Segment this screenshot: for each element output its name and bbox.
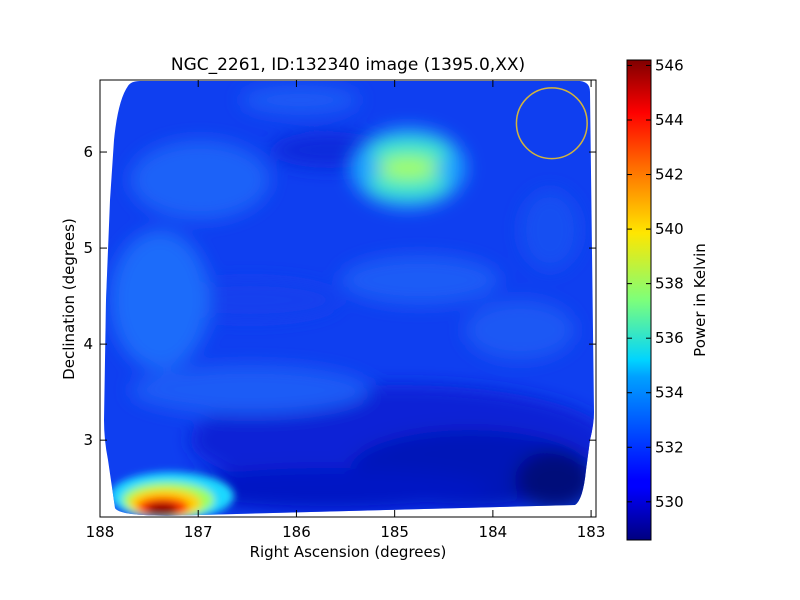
x-tick-label: 184 [479, 523, 508, 541]
warm-blob-upper [370, 138, 450, 166]
x-axis-ticks: 188 187 186 185 184 183 [86, 80, 606, 541]
light-patch-6 [240, 85, 360, 115]
intensity-map [104, 81, 594, 516]
colorbar-tick-label: 538 [655, 275, 684, 293]
colorbar-tick-label: 542 [655, 166, 684, 184]
x-tick-label: 185 [380, 523, 409, 541]
y-axis-ticks: 3 4 5 6 [83, 143, 596, 449]
colorbar-ticks: 530 532 534 536 538 540 542 544 546 [627, 56, 684, 511]
hot-source-core [146, 503, 178, 516]
x-tick-label: 188 [86, 523, 115, 541]
y-tick-label: 6 [83, 143, 93, 161]
light-patch-2 [110, 230, 210, 370]
light-patch-4 [340, 255, 500, 305]
x-tick-label: 187 [184, 523, 213, 541]
x-tick-label: 183 [577, 523, 606, 541]
plot-frame [99, 79, 597, 518]
x-axis-label: Right Ascension (degrees) [250, 543, 447, 561]
light-patch-1 [130, 140, 270, 220]
colorbar-tick-label: 530 [655, 493, 684, 511]
colorbar-tick-label: 544 [655, 111, 684, 129]
light-patch-3 [130, 365, 370, 415]
light-patch-5 [465, 300, 575, 360]
y-tick-label: 5 [83, 239, 93, 257]
warm-blob-lower [368, 171, 448, 199]
colorbar-label: Power in Kelvin [691, 243, 709, 357]
cool-region [170, 468, 490, 512]
chart-title: NGC_2261, ID:132340 image (1395.0,XX) [171, 55, 525, 75]
colorbar [626, 59, 652, 541]
cool-band-3 [515, 450, 594, 510]
colorbar-tick-label: 536 [655, 329, 684, 347]
y-axis-label: Declination (degrees) [60, 218, 78, 380]
colorbar-tick-label: 540 [655, 220, 684, 238]
y-tick-label: 4 [83, 335, 93, 353]
colorbar-tick-label: 546 [655, 56, 684, 74]
colorbar-tick-label: 532 [655, 438, 684, 456]
y-tick-label: 3 [83, 431, 93, 449]
x-tick-label: 186 [282, 523, 311, 541]
warm-blob-core [378, 157, 438, 179]
light-patch-7 [520, 190, 580, 270]
colorbar-tick-label: 534 [655, 384, 684, 402]
beam-circle [515, 87, 588, 160]
